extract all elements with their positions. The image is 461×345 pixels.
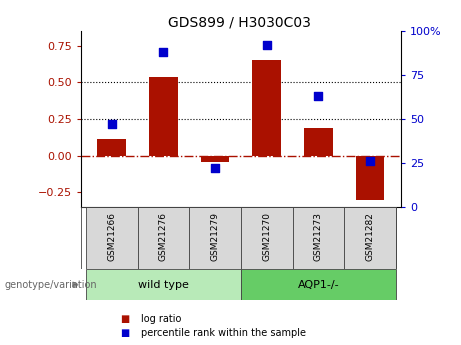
Text: wild type: wild type <box>138 280 189 289</box>
Bar <box>149 77 177 156</box>
Text: GDS899 / H3030C03: GDS899 / H3030C03 <box>168 16 311 30</box>
Text: GSM21270: GSM21270 <box>262 212 271 261</box>
Point <box>263 42 271 48</box>
Text: ■: ■ <box>120 328 129 338</box>
Point <box>160 49 167 55</box>
Bar <box>137 207 189 269</box>
Bar <box>86 207 137 269</box>
Text: percentile rank within the sample: percentile rank within the sample <box>141 328 306 338</box>
Bar <box>189 207 241 269</box>
Text: genotype/variation: genotype/variation <box>5 280 97 289</box>
Bar <box>86 269 241 300</box>
Text: ■: ■ <box>120 314 129 324</box>
Bar <box>293 207 344 269</box>
Point <box>108 121 115 127</box>
Text: GSM21282: GSM21282 <box>366 212 375 261</box>
Text: AQP1-/-: AQP1-/- <box>297 280 339 289</box>
Point <box>315 93 322 99</box>
Bar <box>97 139 126 156</box>
Text: GSM21276: GSM21276 <box>159 212 168 261</box>
Point <box>211 166 219 171</box>
Text: GSM21266: GSM21266 <box>107 212 116 261</box>
Bar <box>241 207 293 269</box>
Bar <box>304 128 332 156</box>
Bar <box>241 269 396 300</box>
Text: GSM21273: GSM21273 <box>314 212 323 261</box>
Bar <box>253 60 281 156</box>
Bar <box>344 207 396 269</box>
Text: GSM21279: GSM21279 <box>211 212 219 261</box>
Text: log ratio: log ratio <box>141 314 181 324</box>
Bar <box>356 156 384 200</box>
Bar <box>201 156 229 161</box>
Point <box>366 158 374 164</box>
